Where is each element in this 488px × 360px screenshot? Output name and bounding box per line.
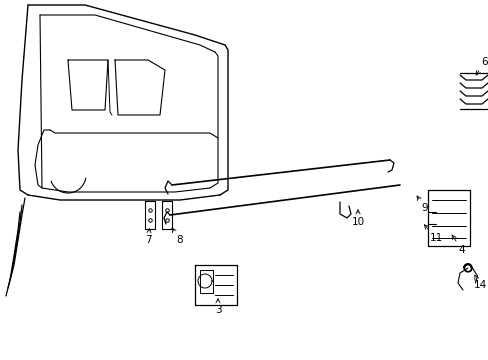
Text: 5: 5 — [0, 359, 1, 360]
Text: 4: 4 — [451, 235, 465, 255]
Text: 2: 2 — [0, 359, 1, 360]
Text: 12: 12 — [0, 359, 1, 360]
Text: 6: 6 — [475, 57, 488, 75]
Text: 8: 8 — [172, 228, 183, 245]
Text: 14: 14 — [472, 275, 486, 290]
Text: 1: 1 — [0, 359, 1, 360]
Text: 11: 11 — [424, 225, 442, 243]
Text: 7: 7 — [144, 229, 151, 245]
Text: 13: 13 — [0, 359, 1, 360]
Text: 3: 3 — [214, 299, 221, 315]
Text: 9: 9 — [416, 196, 427, 213]
Text: 10: 10 — [351, 210, 364, 227]
